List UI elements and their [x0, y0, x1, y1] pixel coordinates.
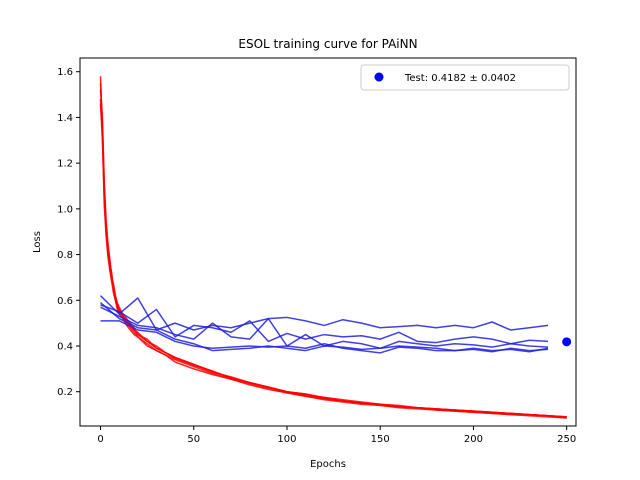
legend: Test: 0.4182 ± 0.0402 [360, 64, 570, 91]
y-tick-label: 1.6 [57, 67, 73, 78]
val-loss-line-4 [100, 320, 549, 354]
val-loss-line-1 [99, 295, 549, 331]
x-tick-label: 0 [97, 434, 103, 445]
plot-frame [79, 57, 577, 427]
test-loss-point [562, 337, 572, 347]
y-tick-label: 0.2 [57, 387, 73, 398]
y-axis-label: Loss [32, 231, 43, 253]
y-tick-label: 0.6 [57, 296, 73, 307]
legend-marker-test [374, 72, 384, 82]
y-tick-label: 1.4 [57, 113, 73, 124]
y-tick-label: 0.8 [57, 250, 73, 261]
train-loss-line-5 [99, 83, 567, 418]
x-tick-label: 100 [277, 434, 296, 445]
chart-title: ESOL training curve for PAiNN [238, 37, 417, 51]
x-axis-ticks: 0 50 100 150 200 250 [97, 426, 576, 445]
train-loss-line-4 [99, 99, 567, 419]
y-tick-label: 1.0 [57, 204, 73, 215]
x-tick-label: 50 [187, 434, 200, 445]
plot-lines [99, 76, 572, 419]
y-tick-label: 1.2 [57, 159, 73, 170]
val-loss-line-5 [100, 302, 549, 353]
y-axis-ticks: 0.2 0.4 0.6 0.8 1.0 1.2 1.4 1.6 [57, 67, 80, 398]
x-tick-label: 200 [464, 434, 483, 445]
legend-entry-test: Test: 0.4182 ± 0.0402 [404, 73, 516, 84]
x-axis-label: Epochs [310, 459, 346, 470]
val-loss-line-2 [100, 304, 549, 345]
y-tick-label: 0.4 [57, 342, 73, 353]
x-tick-label: 250 [557, 434, 576, 445]
legend-box [360, 64, 570, 91]
x-tick-label: 150 [371, 434, 390, 445]
